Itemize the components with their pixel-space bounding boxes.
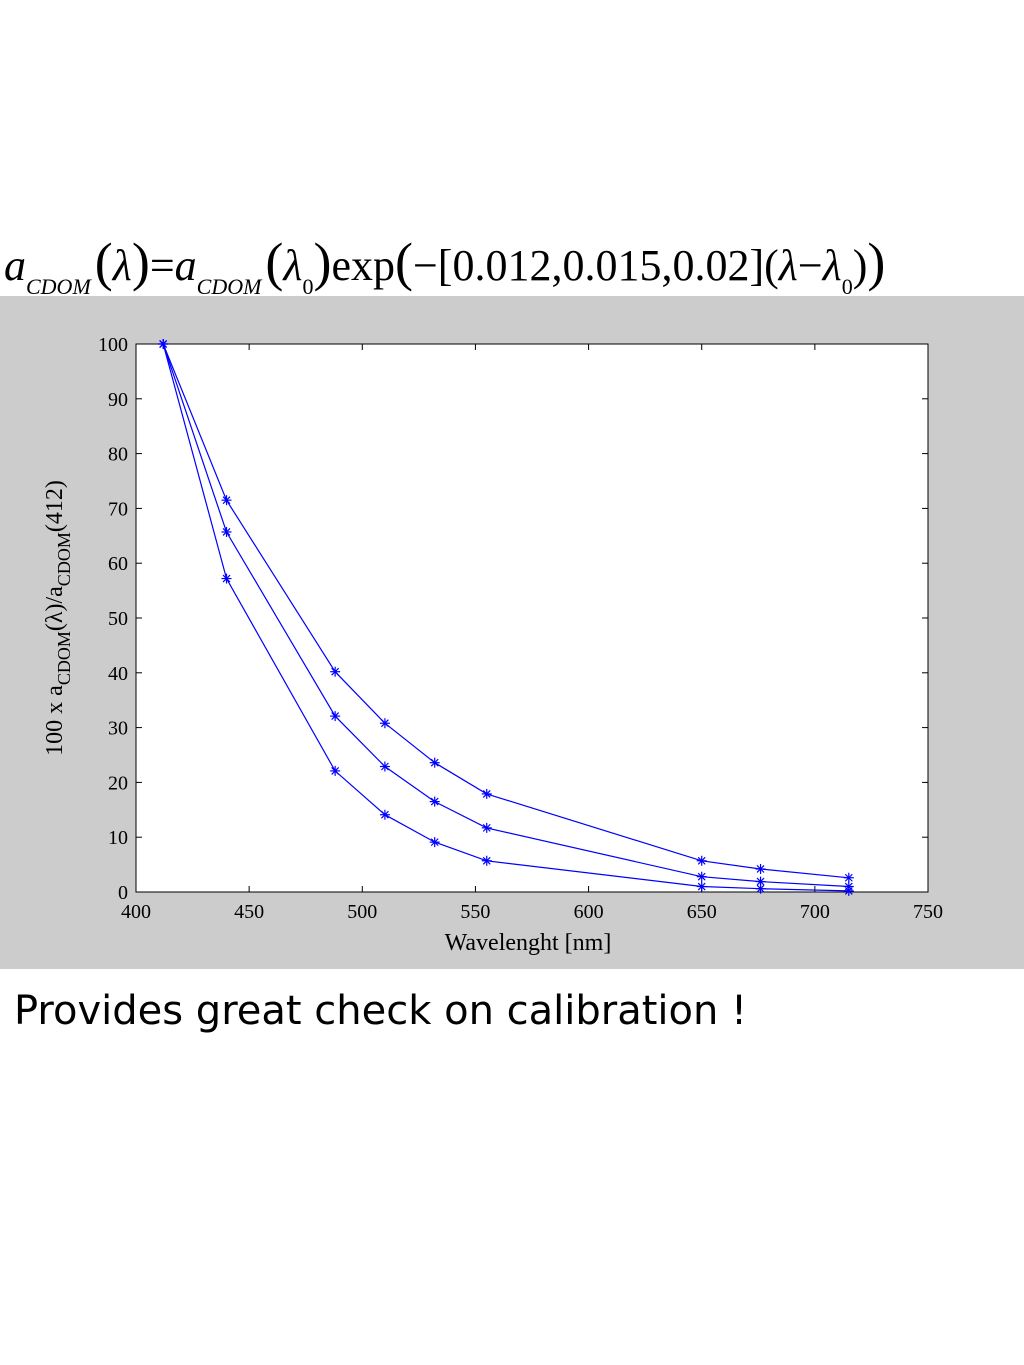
y-tick-label: 0 <box>118 882 128 904</box>
x-tick-label: 700 <box>800 901 830 923</box>
y-axis-label-suffix: (412) <box>42 480 68 532</box>
data-point <box>379 718 390 729</box>
x-tick-label: 500 <box>347 901 377 923</box>
x-axis-label: Wavelenght [nm] <box>445 930 612 956</box>
formula-paren-small: ( <box>764 241 779 290</box>
y-axis-label: 100 x aCDOM(λ)/aCDOM(412) <box>42 480 74 756</box>
data-point <box>221 526 232 537</box>
data-point <box>330 666 341 677</box>
formula-paren: ( <box>394 232 413 292</box>
plot-area <box>135 343 929 893</box>
data-point <box>481 855 492 866</box>
formula-paren: ( <box>265 232 284 292</box>
data-point <box>696 855 707 866</box>
data-point <box>330 711 341 722</box>
y-tick-label: 20 <box>108 772 128 794</box>
data-point <box>481 822 492 833</box>
y-tick-label: 10 <box>108 827 128 849</box>
y-axis-label-prefix: 100 x a <box>42 685 68 756</box>
formula-a: a <box>174 241 197 290</box>
formula-a: a <box>4 241 26 290</box>
y-axis-label-sub: CDOM <box>54 532 74 586</box>
figure-panel: 400 450 500 550 600 650 700 750 0 10 20 30 40 50 60 70 8… <box>0 296 1024 969</box>
x-tick-label: 400 <box>121 901 151 923</box>
x-tick-label: 550 <box>460 901 490 923</box>
data-point <box>379 761 390 772</box>
data-point <box>158 339 169 349</box>
data-point <box>696 881 707 892</box>
data-point <box>696 871 707 882</box>
series-3 <box>158 339 854 896</box>
formula-sub-cdom: CDOM <box>26 274 91 299</box>
formula-minus: − <box>412 241 438 290</box>
series-1 <box>158 339 854 883</box>
formula-lambda: λ <box>112 241 132 290</box>
data-point <box>429 796 440 807</box>
data-point <box>755 863 766 874</box>
data-point <box>755 883 766 894</box>
data-point <box>481 788 492 799</box>
formula-sub-cdom: CDOM <box>196 274 262 299</box>
x-tick-label: 450 <box>234 901 264 923</box>
x-tick-label: 650 <box>687 901 717 923</box>
formula-paren: ) <box>867 232 886 292</box>
x-tick-label: 600 <box>574 901 604 923</box>
y-tick-label: 80 <box>108 444 128 466</box>
data-point <box>429 837 440 848</box>
x-tick-label: 750 <box>913 901 943 923</box>
formula-exp: exp <box>331 241 395 290</box>
data-point <box>755 876 766 887</box>
y-tick-label: 40 <box>108 663 128 685</box>
formula-paren-small: ) <box>852 241 868 290</box>
formula-lambda: λ <box>778 241 798 290</box>
data-point <box>330 765 341 776</box>
y-tick-label: 90 <box>108 389 128 411</box>
formula-paren: ) <box>313 232 332 292</box>
data-point <box>843 885 854 896</box>
formula-lambda: λ <box>283 241 303 290</box>
y-axis-label-mid: (λ)/a <box>42 586 68 631</box>
formula-sub-zero: 0 <box>841 274 853 299</box>
formula-lambda: λ <box>822 241 842 290</box>
data-point <box>221 573 232 584</box>
data-point <box>429 757 440 768</box>
formula-paren: ( <box>94 232 113 292</box>
axis-ticks: 400 450 500 550 600 650 700 750 0 10 20 30 40 50 60 70 8… <box>98 334 943 923</box>
data-point <box>221 495 232 506</box>
y-axis-label-sub: CDOM <box>54 631 74 685</box>
y-tick-label: 30 <box>108 718 128 740</box>
formula-sub-zero: 0 <box>302 274 314 299</box>
series-layer <box>158 339 854 896</box>
cdom-formula: aCDOM (λ)=aCDOM (λ0)exp(−[0.012,0.015,0.… <box>4 222 1020 302</box>
data-point <box>843 872 854 883</box>
y-tick-label: 60 <box>108 553 128 575</box>
y-tick-label: 50 <box>108 608 128 630</box>
cdom-chart: 400 450 500 550 600 650 700 750 0 10 20 30 40 50 60 70 8… <box>42 334 943 956</box>
caption-text: Provides great check on calibration ! <box>14 988 748 1034</box>
formula-paren: ) <box>131 232 150 292</box>
y-tick-label: 70 <box>108 498 128 520</box>
formula-equals: = <box>149 241 175 290</box>
y-tick-label: 100 <box>98 334 128 356</box>
data-point <box>379 809 390 820</box>
formula-coefficients: [0.012,0.015,0.02] <box>437 241 765 290</box>
formula-minus: − <box>797 241 823 290</box>
